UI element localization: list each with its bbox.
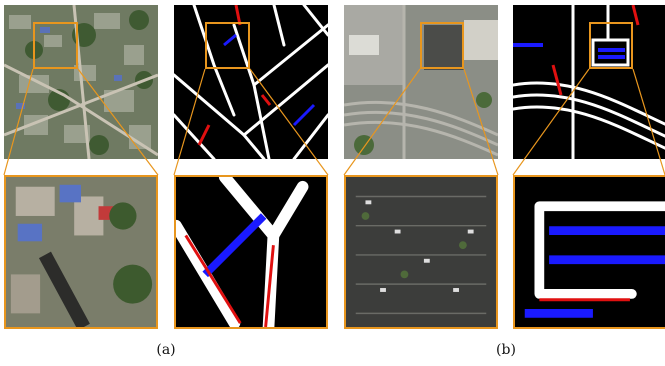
caption-a: (a) [156,342,176,358]
zoom-region-box [33,22,78,69]
zoom-region-box [205,22,250,69]
aerial-residential-overview [4,5,158,159]
zoom-region-box [420,22,464,69]
aerial-residential-zoom [4,175,158,329]
aerial-parking-lot-zoom [344,175,498,329]
road-mask-residential-overview [174,5,328,159]
zoom-region-box [589,22,633,69]
caption-b: (b) [496,342,516,358]
road-mask-parking-lot-zoom [513,175,665,329]
road-mask-residential-zoom [174,175,328,329]
